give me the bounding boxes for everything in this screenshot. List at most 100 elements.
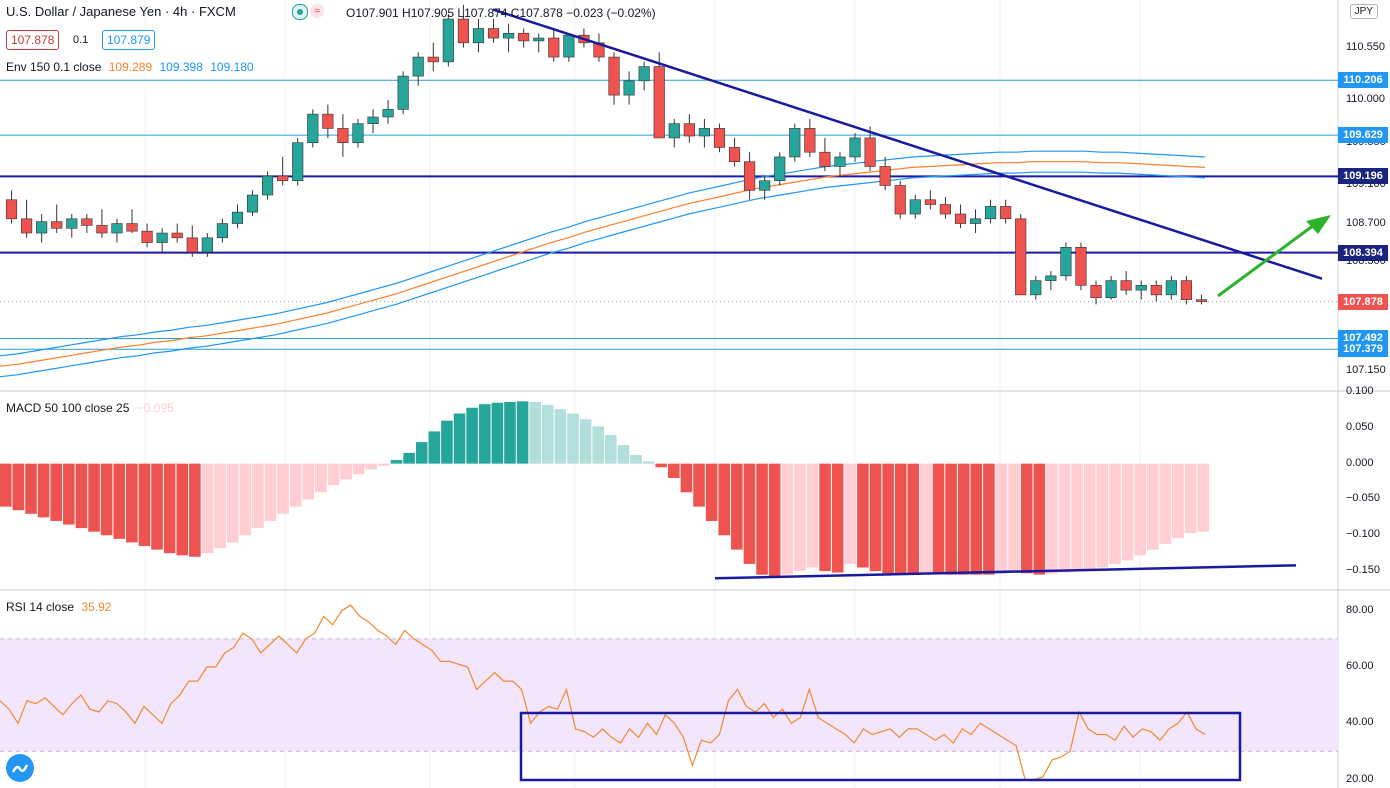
price-trend-line [492, 8, 1323, 280]
candle-down [864, 137, 876, 167]
envelope-upper-value: 109.398 [159, 60, 203, 74]
macd-bar [882, 463, 894, 574]
axis-tick-label: 107.150 [1346, 363, 1386, 376]
axis-tick-label: 40.00 [1346, 716, 1374, 729]
macd-bar [289, 463, 302, 507]
candle-down [337, 128, 349, 143]
macd-label: MACD 50 100 close 25 [6, 401, 130, 415]
macd-bar [857, 463, 869, 568]
candle-up [216, 223, 228, 239]
axis-tick-label: −0.100 [1346, 528, 1380, 541]
price-tag: 107.379 [1338, 341, 1388, 358]
candle-down [141, 230, 153, 243]
macd-bar [579, 419, 592, 464]
candle-up [985, 206, 997, 220]
envelope-basis-line [0, 161, 1206, 367]
candle-down [51, 221, 63, 229]
candle-up [231, 211, 244, 224]
macd-bar [390, 460, 403, 464]
macd-bar [138, 463, 151, 547]
sell-price-button[interactable]: 107.878 [6, 30, 60, 50]
macd-bar [415, 442, 428, 464]
envelope-legend: Env 150 0.1 close 109.289 109.398 109.18… [6, 60, 254, 74]
candle-down [804, 128, 816, 153]
macd-bar [894, 463, 907, 575]
candle-up [849, 137, 861, 158]
macd-bar [907, 463, 920, 575]
macd-bar [0, 463, 12, 507]
macd-bar [478, 404, 491, 464]
axis-tick-label: 110.550 [1346, 40, 1385, 53]
ohlc-readout: O107.901 H107.905 L107.874 C107.878 −0.0… [346, 6, 656, 20]
macd-bar [466, 407, 478, 464]
candle-down [1150, 285, 1162, 296]
macd-bar [1083, 463, 1096, 570]
candle-up [1165, 280, 1177, 296]
macd-bar [214, 463, 226, 549]
candle-down [548, 37, 560, 58]
candle-up [1060, 247, 1072, 277]
macd-bar [100, 463, 113, 536]
axis-tick-label: 0.050 [1346, 420, 1374, 433]
macd-bar [491, 402, 504, 464]
macd-bar [920, 463, 932, 573]
candle-down [21, 218, 33, 234]
rsi-value: 35.92 [81, 600, 112, 614]
macd-value: −0.095 [136, 401, 174, 415]
indicator-dot-icon[interactable] [292, 4, 308, 20]
macd-bar [189, 463, 201, 557]
axis-tick-label: 80.00 [1346, 603, 1374, 616]
candle-down [1090, 285, 1102, 299]
candle-down [728, 147, 741, 163]
macd-bar [957, 463, 970, 575]
macd-bar [806, 463, 819, 568]
candle-down [457, 18, 469, 44]
candle-down [744, 161, 756, 191]
macd-bar [126, 463, 138, 543]
envelope-lower-line [0, 171, 1206, 378]
buy-price-button[interactable]: 107.879 [102, 30, 156, 50]
candle-down [5, 199, 18, 220]
macd-bar [529, 402, 541, 464]
macd-bar [327, 463, 340, 486]
axis-tick-label: 60.00 [1346, 659, 1374, 672]
candle-down [1000, 206, 1012, 220]
candle-up [668, 123, 680, 139]
rsi-label: RSI 14 close [6, 600, 75, 614]
candle-up [1030, 280, 1042, 296]
macd-bar [428, 431, 441, 464]
macd-bar [995, 463, 1008, 574]
macd-bar [1096, 463, 1109, 568]
macd-bar [378, 463, 390, 466]
macd-bar [226, 463, 239, 543]
macd-bar [781, 463, 794, 575]
candle-up [774, 156, 786, 182]
macd-bar [970, 463, 983, 575]
macd-bar [768, 463, 781, 577]
macd-bar [453, 413, 466, 464]
macd-bar [88, 463, 100, 532]
candle-up [969, 218, 982, 224]
candle-up [623, 80, 635, 96]
candle-up [472, 28, 485, 44]
candle-up [563, 34, 575, 58]
macd-bar [617, 445, 630, 464]
candle-up [111, 223, 123, 234]
price-tag: 108.394 [1338, 244, 1388, 261]
macd-bar [718, 463, 731, 536]
macd-bar [756, 463, 768, 575]
macd-bar [151, 463, 163, 550]
macd-bar [945, 463, 957, 575]
candle-up [292, 142, 304, 182]
macd-bar [1033, 463, 1046, 575]
macd-bar [541, 404, 554, 464]
candle-down [1015, 218, 1027, 296]
candle-down [683, 123, 695, 137]
macd-bar [12, 463, 25, 511]
tradingview-logo-icon[interactable] [6, 754, 34, 782]
wave-icon[interactable]: ≈ [310, 4, 324, 18]
envelope-label: Env 150 0.1 close [6, 60, 102, 74]
currency-label[interactable]: JPY [1349, 4, 1378, 19]
candle-down [487, 28, 500, 39]
